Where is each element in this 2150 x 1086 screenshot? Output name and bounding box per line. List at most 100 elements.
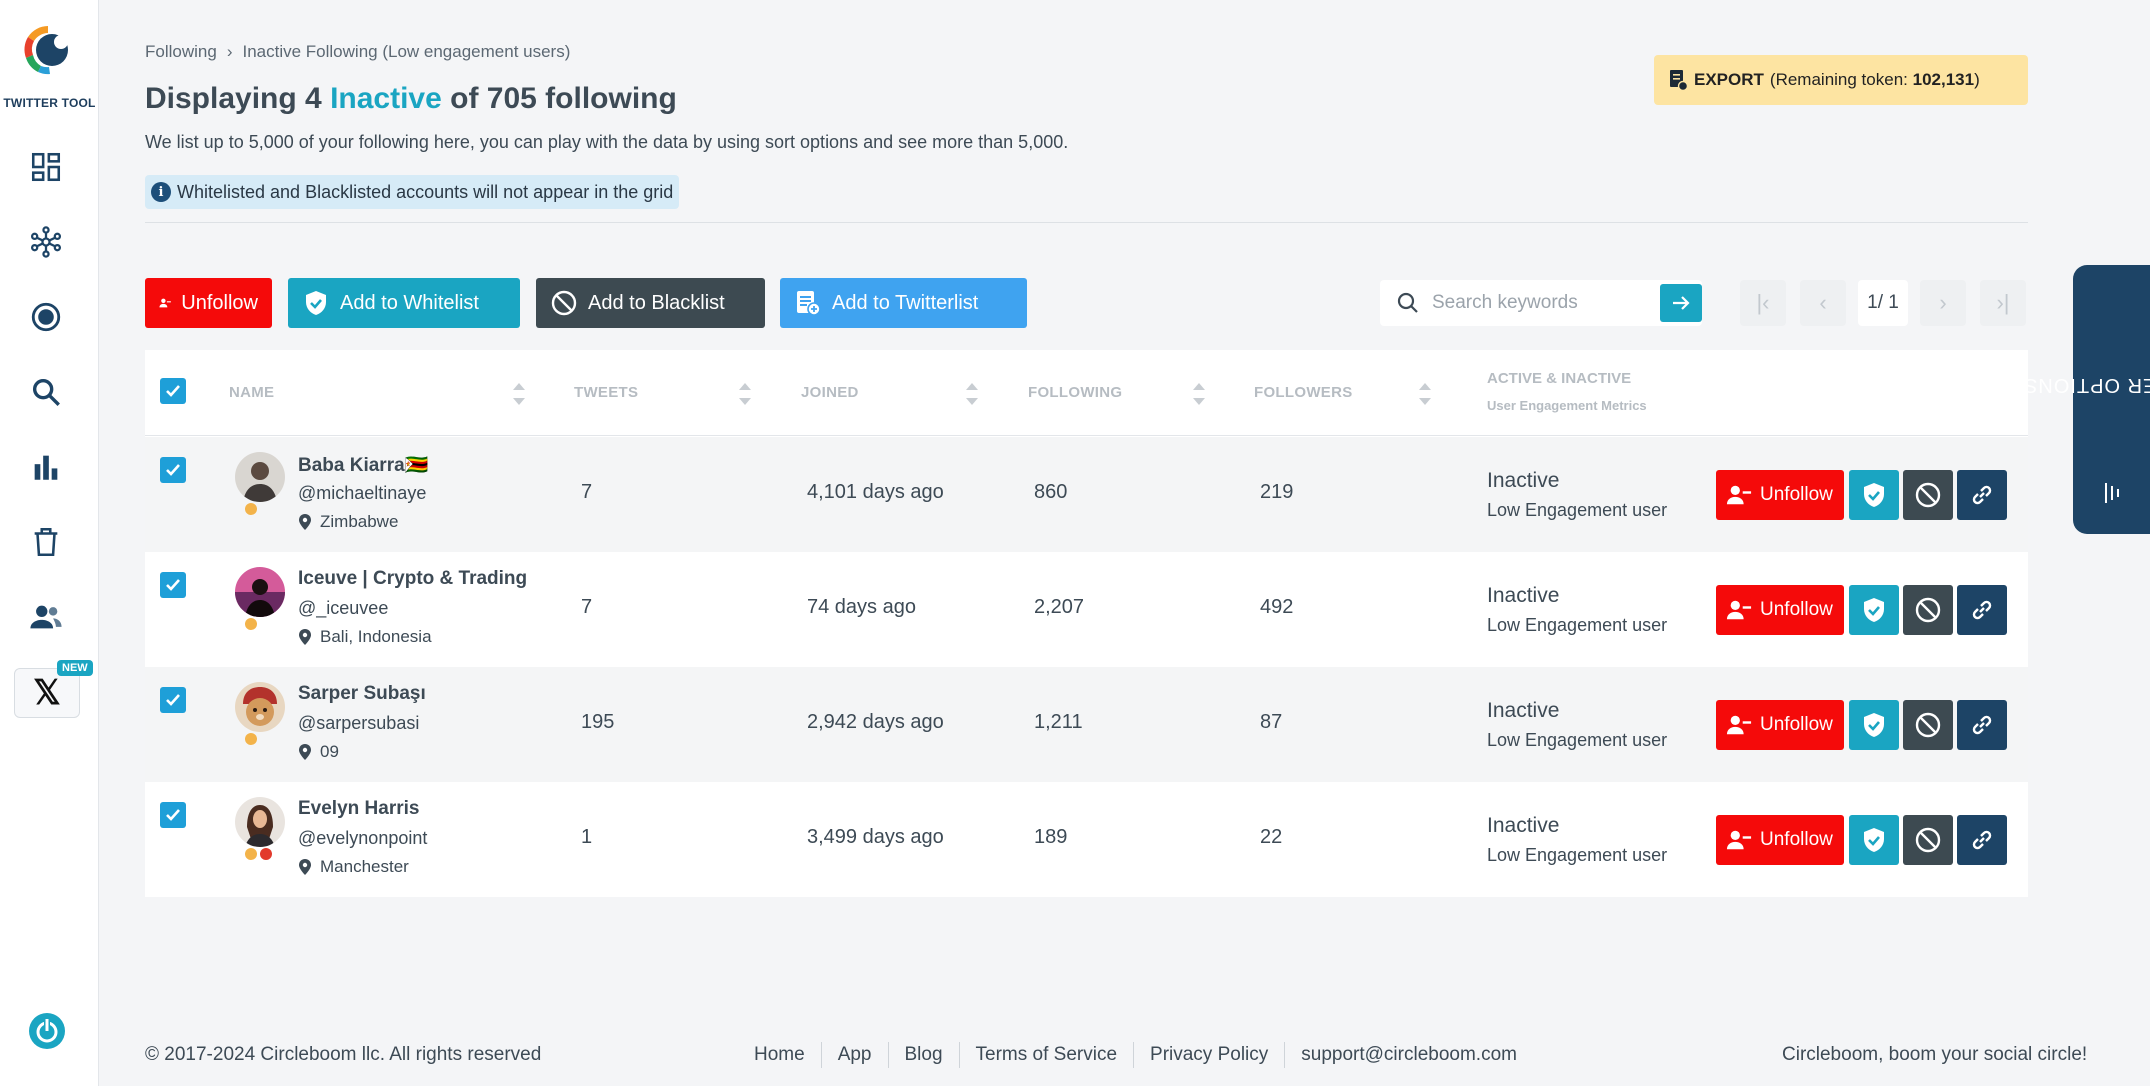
search-submit-button[interactable]	[1660, 284, 1702, 322]
row-link-button[interactable]	[1957, 700, 2007, 750]
user-minus-icon	[1726, 600, 1752, 620]
user-handle[interactable]: @sarpersubasi	[298, 713, 420, 733]
row-unfollow-button[interactable]: Unfollow	[1716, 585, 1844, 635]
row-blacklist-button[interactable]	[1903, 470, 1953, 520]
block-icon	[1915, 482, 1941, 508]
dashboard-icon[interactable]	[26, 147, 66, 187]
location-pin-icon	[299, 514, 311, 530]
shield-check-icon	[306, 291, 326, 315]
search-input[interactable]	[1432, 292, 1652, 314]
footer-link-blog[interactable]: Blog	[904, 1044, 943, 1065]
row-unfollow-button[interactable]: Unfollow	[1716, 700, 1844, 750]
add-to-whitelist-button[interactable]: Add to Whitelist	[288, 278, 520, 328]
table-header: NAME TWEETS JOINED FOLLOWING FOLLOWERS A…	[145, 350, 2028, 436]
users-icon[interactable]	[26, 597, 66, 637]
avatar[interactable]	[235, 567, 285, 617]
user-name[interactable]: Evelyn Harris	[298, 798, 420, 819]
user-handle[interactable]: @evelynonpoint	[298, 828, 428, 848]
export-button[interactable]: EXPORT (Remaining token: 102,131)	[1654, 55, 2028, 105]
new-badge: NEW	[57, 660, 93, 676]
bulk-unfollow-button[interactable]: Unfollow	[145, 278, 272, 328]
prev-page-button[interactable]: ‹	[1800, 280, 1846, 326]
row-whitelist-button[interactable]	[1849, 585, 1899, 635]
avatar[interactable]	[235, 682, 285, 732]
page-indicator: 1/ 1	[1858, 280, 1908, 326]
followers-count: 87	[1260, 711, 1283, 733]
col-name: NAME	[229, 384, 275, 401]
power-icon[interactable]	[27, 1011, 67, 1051]
footer-link-privacy[interactable]: Privacy Policy	[1150, 1044, 1269, 1065]
user-handle[interactable]: @_iceuvee	[298, 598, 389, 618]
location-pin-icon	[299, 629, 311, 645]
row-checkbox[interactable]	[160, 687, 186, 713]
network-icon[interactable]	[26, 222, 66, 262]
row-blacklist-button[interactable]	[1903, 700, 1953, 750]
user-minus-icon	[159, 298, 171, 308]
footer-link-app[interactable]: App	[837, 1044, 872, 1065]
user-location: Bali, Indonesia	[298, 627, 432, 647]
info-icon: i	[151, 182, 171, 202]
breadcrumb-root[interactable]: Following	[145, 42, 217, 61]
search-icon[interactable]	[26, 372, 66, 412]
filter-lines-icon	[2104, 482, 2119, 503]
user-name[interactable]: Iceuve | Crypto & Trading	[298, 568, 528, 589]
footer-link-home[interactable]: Home	[754, 1044, 805, 1065]
link-icon	[1972, 600, 1992, 620]
user-minus-icon	[1726, 715, 1752, 735]
target-icon[interactable]	[26, 297, 66, 337]
first-page-button[interactable]: |‹	[1740, 280, 1786, 326]
followers-count: 492	[1260, 596, 1294, 618]
notice-text: Whitelisted and Blacklisted accounts wil…	[177, 181, 674, 202]
status-sublabel: Low Engagement user	[1487, 845, 1668, 865]
sort-followers-icon[interactable]	[1418, 378, 1432, 410]
sort-tweets-icon[interactable]	[738, 378, 752, 410]
select-all-checkbox[interactable]	[160, 378, 186, 404]
block-icon	[1915, 712, 1941, 738]
sort-joined-icon[interactable]	[965, 378, 979, 410]
status-label: Inactive	[1487, 699, 1560, 722]
title-prefix: Displaying 4	[145, 82, 322, 115]
table-row: Baba Kiarra🇿🇼 @michaeltinaye Zimbabwe 7 …	[145, 437, 2028, 552]
row-whitelist-button[interactable]	[1849, 700, 1899, 750]
sort-name-icon[interactable]	[512, 378, 526, 410]
search-input-icon	[1397, 292, 1418, 313]
x-logo-icon[interactable]: 𝕏	[14, 668, 80, 718]
row-whitelist-button[interactable]	[1849, 470, 1899, 520]
row-unfollow-button[interactable]: Unfollow	[1716, 470, 1844, 520]
status-label: Inactive	[1487, 814, 1560, 837]
user-handle[interactable]: @michaeltinaye	[298, 483, 427, 503]
row-unfollow-button[interactable]: Unfollow	[1716, 815, 1844, 865]
row-link-button[interactable]	[1957, 470, 2007, 520]
user-name[interactable]: Sarper Subaşı	[298, 683, 426, 704]
location-pin-icon	[299, 744, 311, 760]
row-blacklist-button[interactable]	[1903, 585, 1953, 635]
filter-options-tab[interactable]: FILTER OPTIONS	[2023, 265, 2150, 534]
row-link-button[interactable]	[1957, 815, 2007, 865]
last-page-button[interactable]: ›|	[1980, 280, 2026, 326]
avatar[interactable]	[235, 452, 285, 502]
row-checkbox[interactable]	[160, 572, 186, 598]
col-joined: JOINED	[801, 384, 859, 401]
avatar[interactable]	[235, 797, 285, 847]
logo-text: TWITTER TOOL	[3, 96, 96, 110]
add-to-blacklist-button[interactable]: Add to Blacklist	[536, 278, 765, 328]
following-count: 2,207	[1034, 596, 1085, 618]
circleboom-logo[interactable]	[20, 22, 76, 78]
next-page-button[interactable]: ›	[1920, 280, 1966, 326]
row-checkbox[interactable]	[160, 457, 186, 483]
add-to-twitterlist-button[interactable]: Add to Twitterlist	[780, 278, 1027, 328]
row-checkbox[interactable]	[160, 802, 186, 828]
user-name[interactable]: Baba Kiarra🇿🇼	[298, 455, 429, 476]
footer-link-support[interactable]: support@circleboom.com	[1301, 1044, 1517, 1065]
status-label: Inactive	[1487, 584, 1560, 607]
trash-icon[interactable]	[26, 522, 66, 562]
footer-links: Home App Blog Terms of Service Privacy P…	[738, 1042, 1533, 1068]
footer-link-terms[interactable]: Terms of Service	[975, 1044, 1118, 1065]
header-divider	[145, 222, 2028, 223]
sort-following-icon[interactable]	[1192, 378, 1206, 410]
row-whitelist-button[interactable]	[1849, 815, 1899, 865]
row-blacklist-button[interactable]	[1903, 815, 1953, 865]
title-suffix: of 705 following	[450, 82, 677, 115]
bar-chart-icon[interactable]	[26, 447, 66, 487]
row-link-button[interactable]	[1957, 585, 2007, 635]
